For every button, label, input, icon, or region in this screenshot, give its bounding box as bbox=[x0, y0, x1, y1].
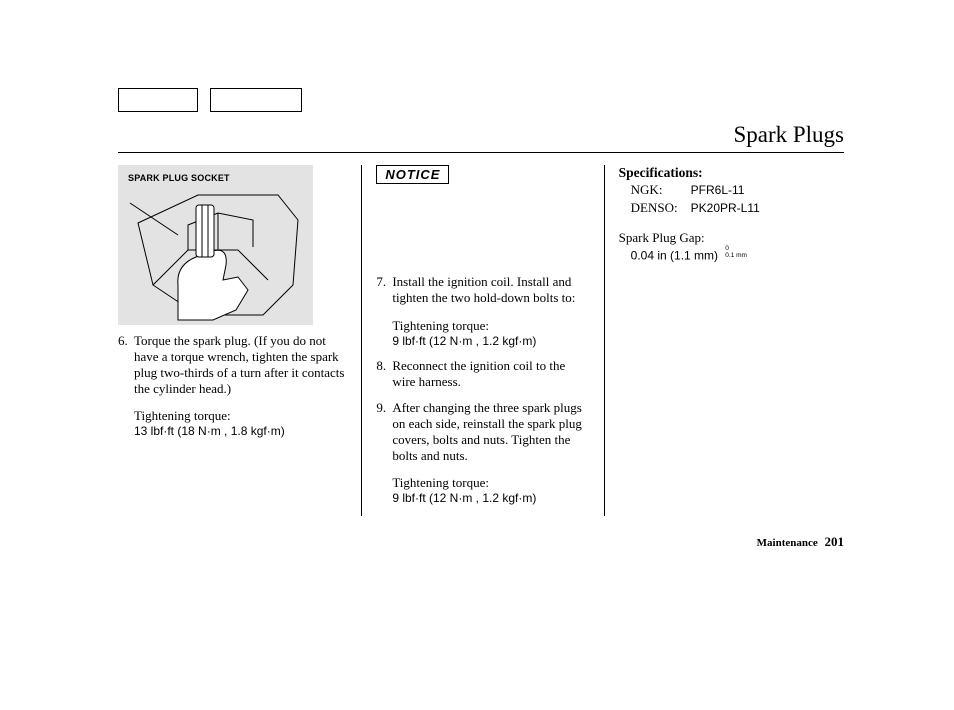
step-text: Install the ignition coil. Install and t… bbox=[392, 274, 575, 305]
spec-key: DENSO: bbox=[631, 199, 691, 217]
step-8: 8. Reconnect the ignition coil to the wi… bbox=[376, 358, 589, 390]
footer-section: Maintenance bbox=[757, 537, 818, 549]
gap-tolerance: 00.1 mm bbox=[725, 246, 747, 259]
step-number: 8. bbox=[376, 358, 392, 390]
step-number: 7. bbox=[376, 274, 392, 348]
header-box-2 bbox=[210, 88, 302, 112]
torque-value: 13 lbf·ft (18 N·m , 1.8 kgf·m) bbox=[134, 424, 347, 439]
step-9: 9. After changing the three spark plugs … bbox=[376, 400, 589, 506]
header-boxes bbox=[118, 88, 302, 112]
spark-plug-gap-value: 0.04 in (1.1 mm) bbox=[631, 249, 718, 263]
notice-box: NOTICE bbox=[376, 165, 449, 184]
torque-value: 9 lbf·ft (12 N·m , 1.2 kgf·m) bbox=[392, 491, 589, 506]
spark-plug-gap-label: Spark Plug Gap: bbox=[619, 230, 848, 246]
spec-key: NGK: bbox=[631, 181, 691, 199]
torque-label: Tightening torque: bbox=[392, 318, 589, 334]
page-footer: Maintenance 201 bbox=[757, 534, 844, 550]
title-rule bbox=[118, 152, 844, 153]
spec-value: PK20PR-L11 bbox=[691, 201, 760, 215]
spec-row: NGK:PFR6L-11 bbox=[631, 181, 848, 199]
spec-value: PFR6L-11 bbox=[691, 183, 745, 197]
step-number: 6. bbox=[118, 333, 134, 439]
spec-row: DENSO:PK20PR-L11 bbox=[631, 199, 848, 217]
torque-value: 9 lbf·ft (12 N·m , 1.2 kgf·m) bbox=[392, 334, 589, 349]
spark-plug-figure: SPARK PLUG SOCKET bbox=[118, 165, 313, 325]
page-title: Spark Plugs bbox=[733, 122, 844, 148]
step-number: 9. bbox=[376, 400, 392, 506]
step-6: 6. Torque the spark plug. (If you do not… bbox=[118, 333, 347, 439]
specifications-heading: Specifications: bbox=[619, 165, 848, 181]
header-box-1 bbox=[118, 88, 198, 112]
step-7: 7. Install the ignition coil. Install an… bbox=[376, 274, 589, 348]
step-text: After changing the three spark plugs on … bbox=[392, 400, 582, 463]
torque-label: Tightening torque: bbox=[392, 475, 589, 491]
torque-label: Tightening torque: bbox=[134, 408, 347, 424]
footer-page-number: 201 bbox=[825, 534, 845, 549]
step-text: Torque the spark plug. (If you do not ha… bbox=[134, 333, 344, 396]
step-text: Reconnect the ignition coil to the wire … bbox=[392, 358, 565, 389]
spark-plug-socket-icon bbox=[118, 165, 313, 325]
